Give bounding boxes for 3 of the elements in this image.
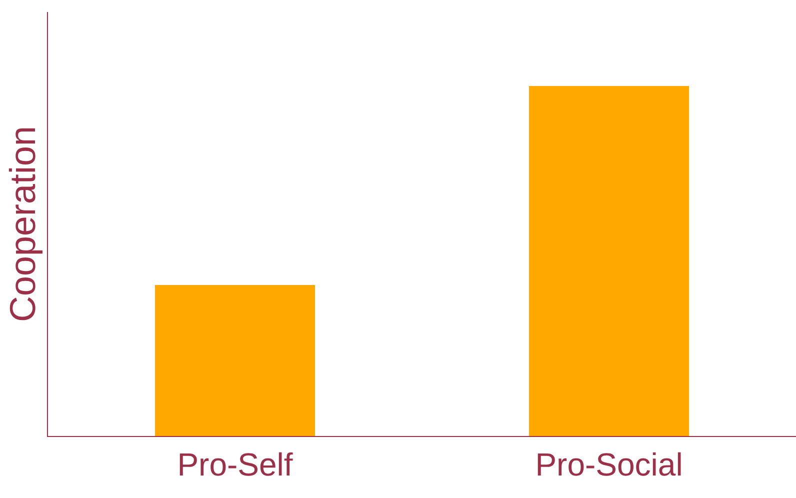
y-axis-title: Cooperation — [2, 126, 43, 322]
x-tick-label: Pro-Social — [535, 446, 683, 482]
x-tick-label: Pro-Self — [177, 446, 293, 482]
